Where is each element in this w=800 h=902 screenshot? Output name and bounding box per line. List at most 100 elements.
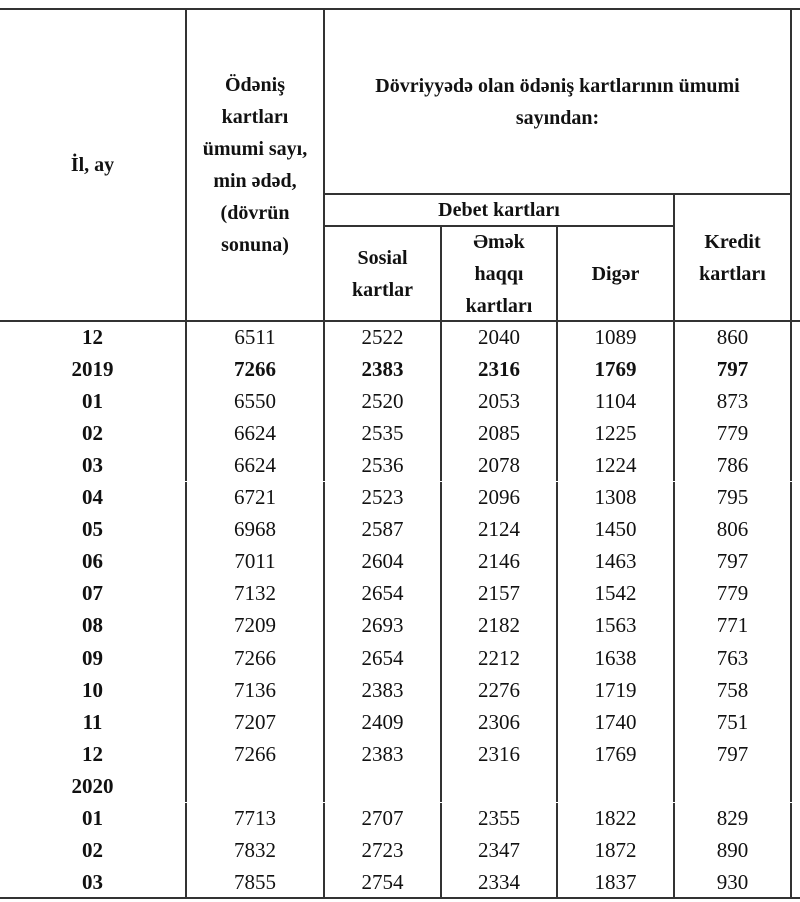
value-cell: 2383 xyxy=(323,353,442,386)
value-cell: 2040 xyxy=(440,321,558,354)
value-cell: 2347 xyxy=(440,834,558,867)
value-cell: 2157 xyxy=(440,577,558,610)
value-cell: 7209 xyxy=(185,609,325,642)
value-cell: 2707 xyxy=(323,802,442,835)
value-cell: 2276 xyxy=(440,674,558,707)
header-cell: Sosial kartlar xyxy=(323,225,442,322)
row-label: 10 xyxy=(0,674,187,707)
value-cell: 2523 xyxy=(323,481,442,514)
cut-cell xyxy=(790,770,800,803)
cut-cell xyxy=(790,449,800,482)
value-cell: 6511 xyxy=(185,321,325,354)
value-cell: 2334 xyxy=(440,866,558,899)
cut-cell xyxy=(790,577,800,610)
value-cell: 2536 xyxy=(323,449,442,482)
value-cell: 1822 xyxy=(556,802,675,835)
cut-cell xyxy=(790,642,800,675)
cut-cell xyxy=(790,353,800,386)
row-label: 02 xyxy=(0,417,187,450)
row-label: 01 xyxy=(0,385,187,418)
header-cell xyxy=(790,8,800,322)
header-cell: Ödəniş kartları ümumi sayı, min ədəd, (d… xyxy=(185,8,325,322)
value-cell: 1837 xyxy=(556,866,675,899)
value-cell: 1450 xyxy=(556,513,675,546)
value-cell: 1104 xyxy=(556,385,675,418)
value-cell: 2535 xyxy=(323,417,442,450)
value-cell: 2522 xyxy=(323,321,442,354)
value-cell: 7855 xyxy=(185,866,325,899)
row-label: 09 xyxy=(0,642,187,675)
value-cell xyxy=(440,770,558,803)
value-cell: 2182 xyxy=(440,609,558,642)
value-cell: 1872 xyxy=(556,834,675,867)
cut-cell xyxy=(790,417,800,450)
row-label: 07 xyxy=(0,577,187,610)
value-cell: 2316 xyxy=(440,738,558,771)
row-label: 12 xyxy=(0,321,187,354)
value-cell: 7713 xyxy=(185,802,325,835)
cut-cell xyxy=(790,609,800,642)
value-cell: 7266 xyxy=(185,353,325,386)
value-cell: 2306 xyxy=(440,706,558,739)
value-cell: 2053 xyxy=(440,385,558,418)
value-cell: 2355 xyxy=(440,802,558,835)
value-cell: 779 xyxy=(673,417,792,450)
header-cell: Kredit kartları xyxy=(673,193,792,322)
cut-cell xyxy=(790,513,800,546)
value-cell: 763 xyxy=(673,642,792,675)
value-cell: 1769 xyxy=(556,738,675,771)
row-label: 06 xyxy=(0,545,187,578)
value-cell: 751 xyxy=(673,706,792,739)
cut-cell xyxy=(790,321,800,354)
cut-cell xyxy=(790,706,800,739)
value-cell: 7832 xyxy=(185,834,325,867)
value-cell: 1308 xyxy=(556,481,675,514)
value-cell: 2146 xyxy=(440,545,558,578)
value-cell: 797 xyxy=(673,353,792,386)
value-cell: 6550 xyxy=(185,385,325,418)
value-cell: 1089 xyxy=(556,321,675,354)
value-cell: 786 xyxy=(673,449,792,482)
row-label: 2020 xyxy=(0,770,187,803)
value-cell: 797 xyxy=(673,738,792,771)
value-cell: 2587 xyxy=(323,513,442,546)
cut-cell xyxy=(790,802,800,835)
value-cell: 2520 xyxy=(323,385,442,418)
header-cell: Debet kartları xyxy=(323,193,675,227)
row-label: 05 xyxy=(0,513,187,546)
header-cell: İl, ay xyxy=(0,8,187,322)
value-cell: 771 xyxy=(673,609,792,642)
value-cell: 2096 xyxy=(440,481,558,514)
value-cell: 2409 xyxy=(323,706,442,739)
value-cell xyxy=(556,770,675,803)
row-label: 2019 xyxy=(0,353,187,386)
value-cell: 2316 xyxy=(440,353,558,386)
cut-cell xyxy=(790,674,800,707)
cut-cell xyxy=(790,385,800,418)
value-cell: 779 xyxy=(673,577,792,610)
value-cell: 2212 xyxy=(440,642,558,675)
value-cell: 1224 xyxy=(556,449,675,482)
value-cell: 1719 xyxy=(556,674,675,707)
value-cell: 1225 xyxy=(556,417,675,450)
value-cell: 1463 xyxy=(556,545,675,578)
value-cell: 1542 xyxy=(556,577,675,610)
row-label: 03 xyxy=(0,866,187,899)
row-label: 01 xyxy=(0,802,187,835)
table-bottom-border xyxy=(0,897,800,899)
cut-cell xyxy=(790,481,800,514)
value-cell: 1769 xyxy=(556,353,675,386)
value-cell xyxy=(185,770,325,803)
value-cell: 6721 xyxy=(185,481,325,514)
row-label: 02 xyxy=(0,834,187,867)
value-cell: 7207 xyxy=(185,706,325,739)
value-cell: 2723 xyxy=(323,834,442,867)
value-cell xyxy=(323,770,442,803)
header-cell: Əmək haqqı kartları xyxy=(440,225,558,322)
value-cell: 7136 xyxy=(185,674,325,707)
value-cell: 2383 xyxy=(323,738,442,771)
value-cell: 7266 xyxy=(185,738,325,771)
row-label: 03 xyxy=(0,449,187,482)
value-cell: 2654 xyxy=(323,577,442,610)
